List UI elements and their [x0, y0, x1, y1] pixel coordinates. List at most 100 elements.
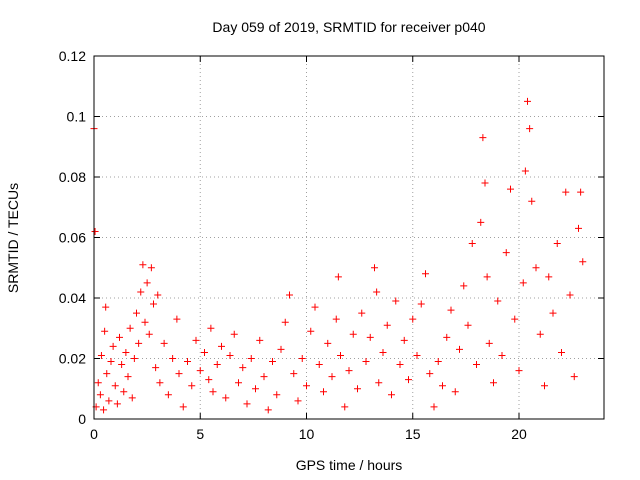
data-point — [349, 330, 357, 338]
data-point — [91, 227, 99, 235]
data-point — [139, 261, 147, 269]
data-point — [101, 327, 109, 335]
data-point — [128, 394, 136, 402]
data-point — [111, 382, 119, 390]
y-tick-label: 0.1 — [67, 109, 87, 125]
data-point — [400, 336, 408, 344]
chart-title: Day 059 of 2019, SRMTID for receiver p04… — [212, 19, 485, 35]
data-point — [307, 327, 315, 335]
data-point — [485, 339, 493, 347]
y-tick-label: 0 — [78, 411, 86, 427]
data-point — [230, 330, 238, 338]
data-point — [201, 348, 208, 356]
data-point — [147, 264, 155, 272]
data-point — [290, 370, 298, 378]
data-point — [379, 348, 387, 356]
data-point — [507, 185, 514, 193]
data-point — [113, 400, 121, 408]
data-point — [94, 379, 102, 387]
data-point — [345, 367, 353, 375]
data-point — [175, 370, 183, 378]
data-point — [553, 240, 561, 248]
data-point — [341, 403, 349, 411]
data-point — [422, 270, 429, 278]
data-point — [430, 403, 438, 411]
data-point — [464, 321, 472, 329]
data-point — [222, 394, 230, 402]
data-point — [252, 385, 259, 393]
data-point — [311, 303, 319, 311]
data-point — [417, 300, 425, 308]
data-point — [324, 339, 332, 347]
y-tick-label: 0.08 — [59, 169, 86, 185]
data-point — [575, 224, 582, 232]
data-point — [277, 345, 285, 353]
data-point — [456, 345, 463, 353]
y-axis-label: SRMTID / TECUs — [5, 183, 21, 293]
data-point — [152, 364, 160, 372]
data-point — [196, 367, 204, 375]
data-point — [205, 376, 213, 384]
data-point — [294, 397, 302, 405]
data-point — [154, 291, 162, 299]
data-point — [409, 315, 417, 323]
data-point — [468, 240, 476, 248]
data-point — [334, 273, 342, 281]
data-point — [502, 249, 510, 257]
data-point — [256, 336, 264, 344]
data-point — [328, 373, 336, 381]
data-point — [362, 358, 370, 366]
data-point — [109, 342, 117, 350]
data-point — [549, 309, 557, 317]
data-point — [235, 379, 242, 387]
data-point — [366, 333, 374, 341]
data-point — [443, 333, 451, 341]
x-tick-label: 15 — [405, 426, 421, 442]
data-point — [434, 358, 442, 366]
data-point — [479, 134, 487, 142]
data-point — [483, 273, 491, 281]
y-tick-label: 0.02 — [59, 351, 86, 367]
data-point — [239, 364, 247, 372]
data-point — [97, 351, 105, 359]
data-point — [145, 330, 153, 338]
data-point — [130, 355, 138, 362]
data-point — [413, 351, 421, 359]
data-point — [179, 403, 187, 411]
data-point — [118, 361, 126, 369]
data-point — [281, 318, 289, 326]
data-point — [141, 318, 149, 326]
data-point — [460, 282, 468, 290]
tick-label-layer: 0 0.02 0.04 0.06 0.08 0.1 0.12 0 5 10 15 20 — [59, 48, 527, 442]
data-point — [388, 391, 395, 399]
data-point — [536, 330, 544, 338]
y-tick-label: 0.12 — [59, 48, 86, 64]
data-point — [247, 355, 255, 362]
data-point — [298, 355, 306, 362]
data-point — [173, 315, 181, 323]
grid-layer — [94, 56, 604, 419]
y-tick-label: 0.06 — [59, 230, 86, 246]
data-point — [315, 361, 323, 369]
data-point — [566, 291, 574, 299]
data-point — [375, 379, 383, 387]
data-point — [426, 370, 434, 378]
x-tick-label: 0 — [90, 426, 98, 442]
data-point — [273, 391, 281, 399]
data-point — [383, 321, 391, 329]
data-point — [562, 188, 570, 196]
data-point — [188, 382, 196, 390]
data-point — [122, 348, 130, 356]
data-point — [473, 361, 480, 369]
data-point — [126, 324, 134, 332]
data-point — [332, 315, 340, 323]
y-tick-label: 0.04 — [59, 290, 86, 306]
data-point — [477, 218, 485, 226]
data-point — [133, 309, 140, 317]
data-point — [494, 297, 502, 305]
data-point — [579, 258, 587, 266]
data-point — [160, 339, 168, 347]
data-point — [260, 373, 268, 381]
data-point — [481, 179, 489, 187]
